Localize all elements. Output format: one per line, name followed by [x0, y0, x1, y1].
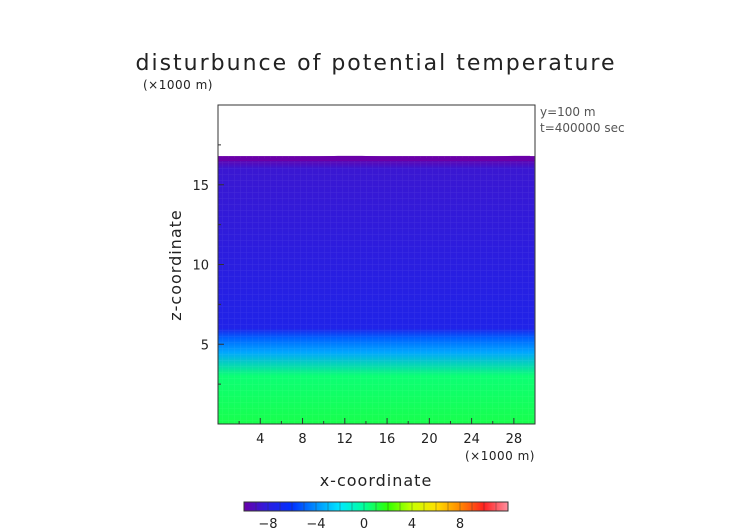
info-time-label: t=400000 sec — [540, 121, 625, 135]
x-tick-label: 4 — [256, 432, 264, 447]
heatmap-field — [218, 155, 535, 425]
x-axis-ticks: 4 8 12 16 20 24 28 — [238, 418, 523, 447]
z-axis-ticks: 5 10 15 — [192, 144, 224, 385]
colorbar: −8 −4 0 4 8 — [243, 501, 509, 532]
z-tick-label: 15 — [192, 179, 209, 194]
x-tick-label: 24 — [463, 432, 480, 447]
x-unit-label: (×1000 m) — [465, 449, 535, 463]
info-y-label: y=100 m — [540, 105, 596, 119]
colorbar-tick-label: −8 — [258, 517, 277, 532]
colorbar-tick-label: 8 — [456, 517, 464, 532]
z-tick-label: 10 — [192, 259, 209, 274]
colorbar-tick-label: 0 — [360, 517, 368, 532]
chart-title: disturbunce of potential temperature — [136, 51, 617, 76]
z-axis-label: z-coordinate — [166, 209, 185, 321]
z-tick-label: 5 — [201, 338, 209, 353]
x-tick-label: 28 — [506, 432, 523, 447]
x-tick-label: 20 — [421, 432, 438, 447]
x-tick-label: 12 — [337, 432, 354, 447]
field-grid-texture — [218, 156, 535, 425]
z-unit-label: (×1000 m) — [143, 78, 213, 92]
x-tick-label: 8 — [298, 432, 306, 447]
x-axis-label: x-coordinate — [320, 471, 433, 490]
x-tick-label: 16 — [379, 432, 396, 447]
colorbar-tick-label: 4 — [408, 517, 416, 532]
colorbar-tick-label: −4 — [306, 517, 325, 532]
field-top-boundary — [218, 155, 535, 162]
